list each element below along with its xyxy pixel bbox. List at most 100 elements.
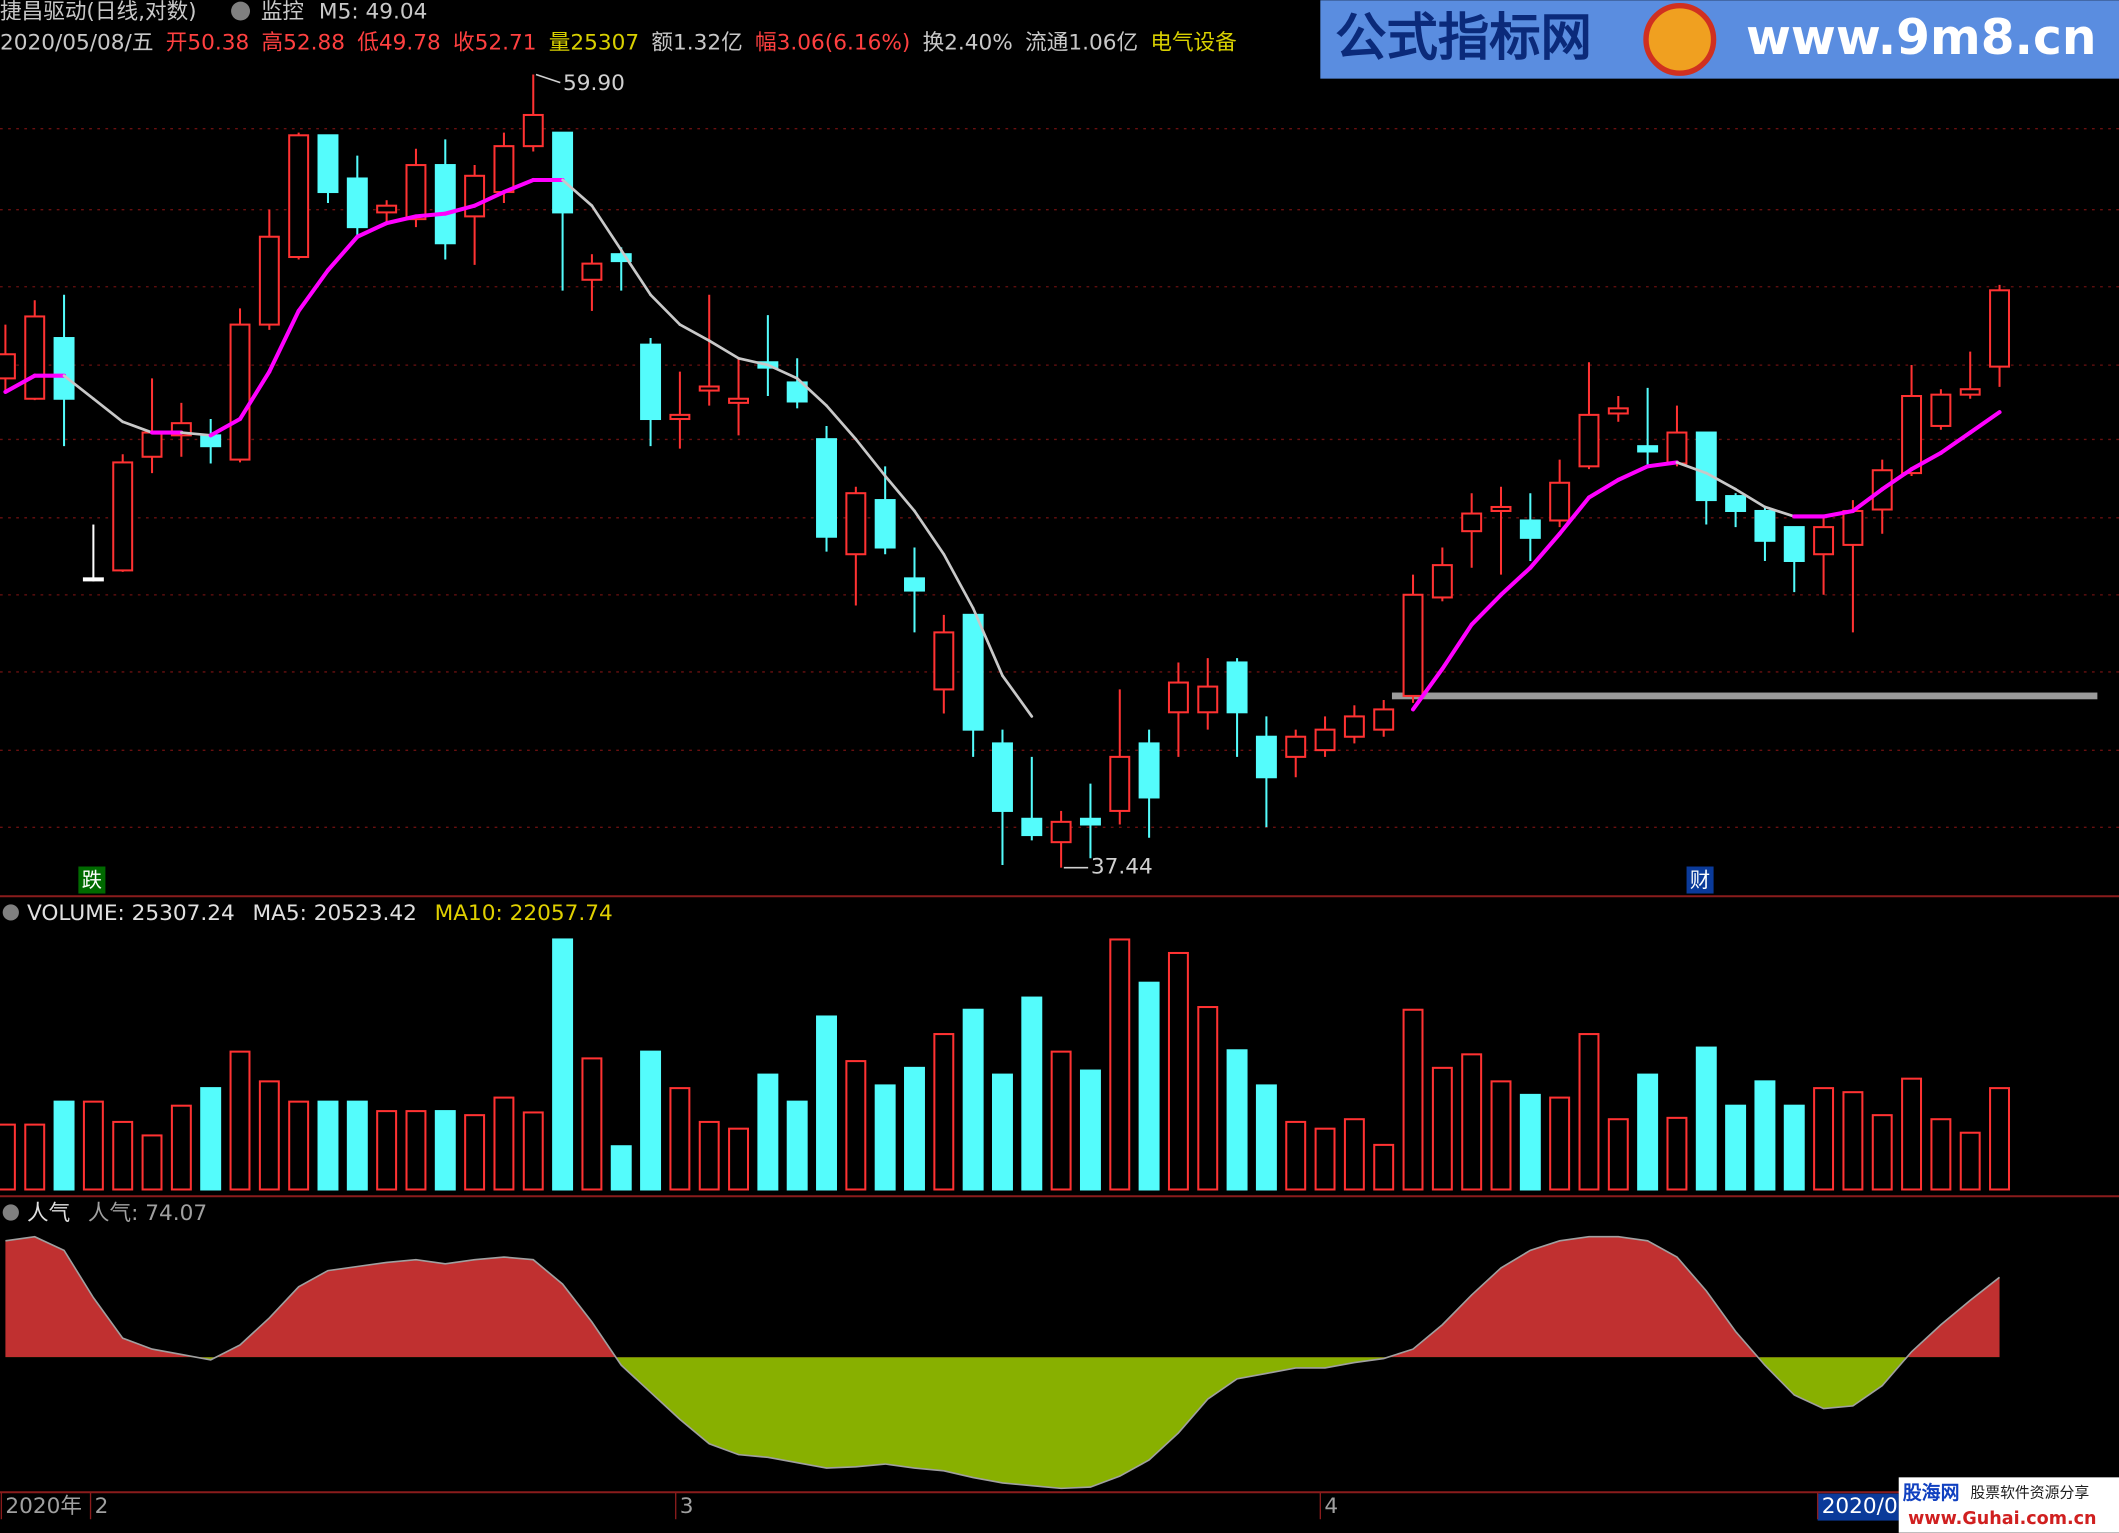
volume-bar	[464, 1114, 486, 1191]
candle-body	[1637, 445, 1659, 453]
sentiment-title: 人气	[27, 1201, 70, 1226]
ma5-segment	[590, 204, 623, 252]
volume-bar	[200, 1087, 222, 1191]
candle-body	[493, 145, 515, 194]
monitor[interactable]: 监控	[261, 0, 304, 24]
candle-body	[1519, 519, 1541, 539]
volume-bar	[1343, 1118, 1365, 1191]
candle-body	[82, 577, 104, 582]
ma5-segment	[854, 437, 887, 478]
candle-body	[1725, 495, 1747, 512]
volume-bar	[434, 1110, 456, 1191]
volume-bar	[317, 1100, 339, 1191]
footer-name: 股海网	[1903, 1481, 1960, 1504]
volume-header: VOLUME: 25307.24 MA5: 20523.42 MA10: 220…	[27, 901, 613, 926]
ma5-segment	[1001, 674, 1034, 718]
amount: 额1.32亿	[651, 30, 742, 55]
ma5-segment	[1821, 508, 1855, 519]
candle-body	[1901, 395, 1923, 475]
volume-bar	[82, 1100, 104, 1191]
candle-body	[991, 742, 1013, 812]
volume-bar	[1901, 1077, 1923, 1191]
event-marker-label: 跌	[82, 868, 102, 892]
ma5-segment	[1938, 430, 1973, 455]
volume-bar	[1079, 1069, 1101, 1191]
ma5-segment	[501, 177, 536, 195]
date: 2020/05/08/五	[0, 30, 153, 55]
dropdown-icon[interactable]	[2, 904, 19, 921]
volume-bar	[728, 1127, 750, 1191]
volume-bar	[1725, 1104, 1747, 1191]
dropdown-icon[interactable]	[231, 1, 251, 21]
candle-body	[1607, 407, 1629, 415]
sentiment-legend: 人气: 74.07	[88, 1201, 207, 1226]
candle-body	[640, 343, 662, 421]
ma5-segment	[62, 374, 95, 401]
candle-body	[1754, 509, 1776, 542]
candle-body	[1989, 289, 2011, 368]
volume-bar	[1226, 1049, 1248, 1191]
low: 低49.78	[357, 30, 440, 55]
candle-body	[24, 315, 46, 400]
volume-bar	[0, 1123, 16, 1191]
volume-bar	[1314, 1127, 1336, 1191]
candle-body	[1226, 661, 1248, 714]
candle-body	[1930, 393, 1952, 427]
candle-body	[669, 413, 691, 421]
float: 流通1.06亿	[1025, 30, 1138, 55]
candle-body	[874, 499, 896, 549]
volume-bar	[376, 1110, 398, 1191]
quote-line: 2020/05/08/五 开50.38 高52.88 低49.78 收52.71…	[0, 30, 1237, 55]
ma5-segment	[1763, 505, 1796, 518]
volume-bar	[1578, 1033, 1600, 1191]
candle-body	[1343, 715, 1365, 738]
candle-body	[1138, 742, 1160, 799]
ma5-segment	[619, 248, 652, 297]
dropdown-icon[interactable]	[2, 1204, 19, 1221]
volume-bar	[1255, 1084, 1277, 1191]
candle-body	[1490, 505, 1512, 512]
event-marker[interactable]	[1686, 866, 1714, 894]
watermark-name: 公式指标网	[1335, 8, 1592, 68]
candle-body	[1109, 755, 1131, 812]
volume-bar	[346, 1100, 368, 1191]
ma5-segment	[3, 373, 37, 394]
candle-body	[816, 438, 837, 538]
candle-body	[229, 323, 251, 461]
candle-body	[376, 204, 398, 214]
ma5-segment	[296, 268, 331, 313]
candle-body	[845, 492, 867, 556]
ma5-label: M5: 49.04	[319, 0, 427, 24]
ma5-segment	[825, 404, 858, 441]
volume-bar	[1549, 1096, 1571, 1191]
annotation-label: 59.90	[563, 71, 625, 96]
ma5-segment	[795, 377, 828, 407]
candle-body	[112, 461, 134, 572]
close: 收52.71	[453, 30, 536, 55]
candle-body	[141, 431, 163, 458]
volume-bar	[112, 1120, 134, 1191]
ma5-segment	[766, 363, 799, 380]
candle-body	[522, 113, 544, 148]
candle-body	[581, 262, 603, 281]
volume-bar	[1109, 938, 1131, 1191]
candle-body	[1197, 685, 1219, 714]
volume-bar	[1637, 1073, 1659, 1191]
candle-body	[288, 134, 310, 259]
annotation-arrow	[535, 73, 561, 84]
event-marker[interactable]	[78, 866, 106, 894]
candle-body	[1255, 735, 1277, 779]
volume-bar	[493, 1096, 515, 1191]
candle-body	[1021, 817, 1043, 837]
ma5-segment	[1498, 565, 1533, 597]
watermark-logo	[1643, 2, 1717, 76]
ma5-segment	[267, 308, 301, 374]
ma5-segment	[1410, 666, 1445, 712]
volume-bar	[816, 1015, 837, 1191]
legend-ma10: MA10: 22057.74	[435, 901, 613, 926]
candle-body	[962, 613, 984, 731]
volume-bar	[288, 1100, 310, 1191]
candle-body	[1431, 564, 1453, 599]
ma5-segment	[1440, 622, 1474, 671]
candle-body	[405, 164, 427, 221]
